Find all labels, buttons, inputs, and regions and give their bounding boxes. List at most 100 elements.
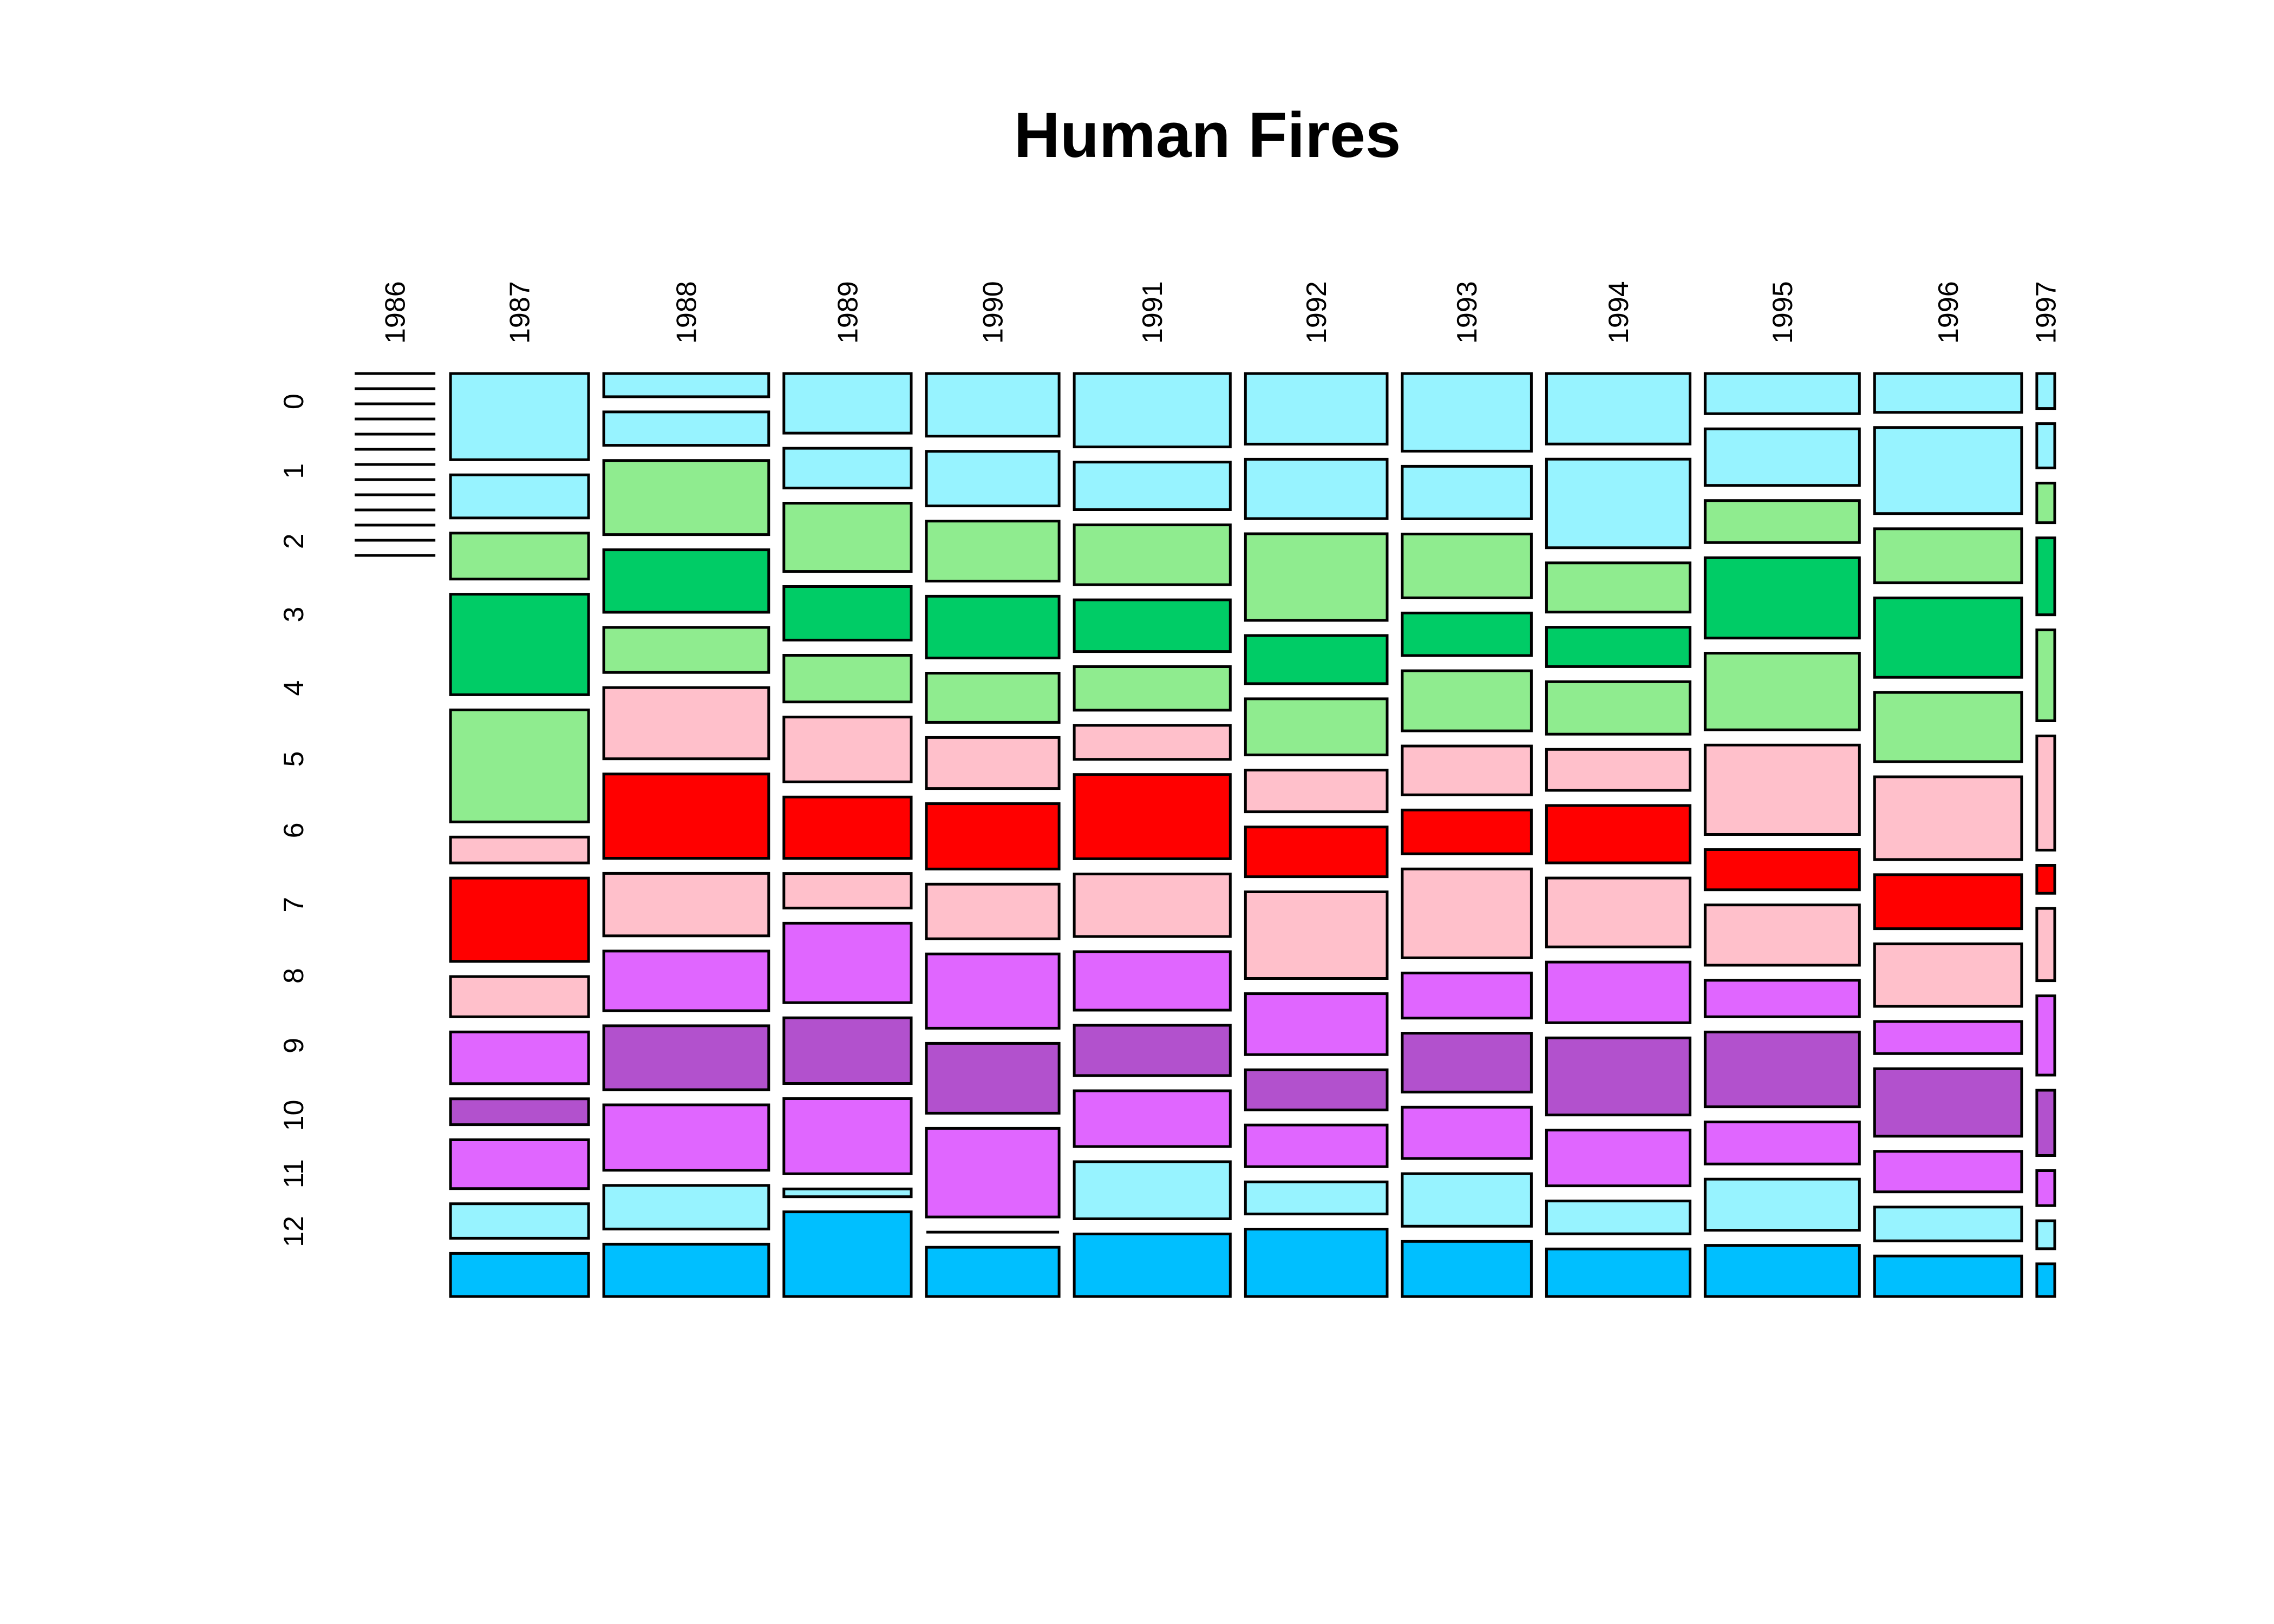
row-label-3: 3 <box>278 607 310 623</box>
tile-1997-6 <box>2035 864 2056 895</box>
tile-1991-8 <box>1073 950 1232 1012</box>
tile-1996-10 <box>1873 1150 2023 1194</box>
column-label-1990: 1990 <box>978 281 1009 344</box>
tile-1991-5 <box>1073 724 1232 761</box>
tile-1992-10 <box>1244 1123 1389 1168</box>
tile-1989-0 <box>782 372 913 435</box>
row-label-4: 4 <box>278 680 310 696</box>
tile-1990-7 <box>925 882 1061 940</box>
tile-1997-12 <box>2035 1262 2056 1298</box>
tile-1988-12 <box>602 1242 770 1298</box>
mosaic-tiles <box>355 372 2056 1298</box>
tile-1994-11 <box>1545 1200 1691 1235</box>
tile-1991-1 <box>1073 461 1232 511</box>
tile-1991-7 <box>1073 873 1232 938</box>
tile-1989-4 <box>782 654 913 704</box>
tile-1987-12 <box>449 1252 590 1298</box>
tile-1993-8 <box>1401 971 1533 1020</box>
tile-1988-9 <box>602 1024 770 1091</box>
tile-1994-8 <box>1545 960 1691 1024</box>
chart-title: Human Fires <box>1014 100 1401 171</box>
tile-1987-11 <box>449 1202 590 1240</box>
tile-1992-0 <box>1244 372 1389 446</box>
tile-1990-8 <box>925 952 1061 1030</box>
row-label-2: 2 <box>278 533 310 549</box>
tile-1987-1 <box>449 473 590 520</box>
tile-1987-7 <box>449 975 590 1018</box>
tile-1994-9 <box>1545 1036 1691 1117</box>
tile-1989-12 <box>782 1210 913 1298</box>
tile-1989-6 <box>782 795 913 860</box>
tile-1992-1 <box>1244 457 1389 520</box>
tile-1989-9 <box>782 1016 913 1085</box>
tile-1994-5 <box>1545 748 1691 792</box>
tile-1993-9 <box>1401 1032 1533 1093</box>
tile-1992-3 <box>1244 634 1389 685</box>
tile-1989-1 <box>782 447 913 489</box>
tile-1994-1 <box>1545 457 1691 549</box>
tile-1997-0 <box>2035 372 2056 410</box>
row-label-9: 9 <box>278 1038 310 1053</box>
tile-1991-3 <box>1073 598 1232 653</box>
tile-1992-7 <box>1244 890 1389 980</box>
tile-1994-4 <box>1545 680 1691 736</box>
tile-1992-5 <box>1244 769 1389 814</box>
tile-1989-11 <box>782 1187 913 1199</box>
tile-1996-1 <box>1873 426 2023 515</box>
tile-1996-8 <box>1873 1020 2023 1055</box>
tile-1997-10 <box>2035 1169 2056 1207</box>
tile-1990-3 <box>925 594 1061 660</box>
column-label-1995: 1995 <box>1767 281 1799 344</box>
tile-1997-2 <box>2035 481 2056 525</box>
tile-1990-10 <box>925 1127 1061 1219</box>
tile-1996-6 <box>1873 873 2023 931</box>
tile-1995-3 <box>1703 556 1861 640</box>
tile-1995-6 <box>1703 848 1861 892</box>
tile-1993-0 <box>1401 372 1533 453</box>
tile-1990-5 <box>925 736 1061 790</box>
tile-1996-2 <box>1873 527 2023 585</box>
row-label-10: 10 <box>278 1100 310 1131</box>
tile-1997-5 <box>2035 735 2056 852</box>
column-label-1989: 1989 <box>832 281 864 344</box>
column-label-1993: 1993 <box>1452 281 1483 344</box>
tile-1989-7 <box>782 872 913 909</box>
column-label-1992: 1992 <box>1301 281 1332 344</box>
tile-1996-7 <box>1873 942 2023 1008</box>
tile-1991-4 <box>1073 665 1232 712</box>
tile-1997-3 <box>2035 536 2056 617</box>
tile-1992-11 <box>1244 1180 1389 1216</box>
tile-1994-12 <box>1545 1247 1691 1298</box>
tile-1989-5 <box>782 716 913 783</box>
tile-1996-12 <box>1873 1254 2023 1298</box>
column-label-1996: 1996 <box>1933 281 1964 344</box>
tile-1993-5 <box>1401 744 1533 796</box>
tile-1995-12 <box>1703 1244 1861 1298</box>
tile-1987-2 <box>449 532 590 581</box>
tile-1991-0 <box>1073 372 1232 449</box>
tile-1987-9 <box>449 1097 590 1127</box>
row-label-6: 6 <box>278 822 310 838</box>
tile-1991-12 <box>1073 1233 1232 1298</box>
tile-1988-5 <box>602 686 770 761</box>
tile-1990-12 <box>925 1246 1061 1298</box>
column-label-1987: 1987 <box>505 281 536 344</box>
tile-1988-10 <box>602 1103 770 1172</box>
tile-1995-9 <box>1703 1030 1861 1109</box>
tile-1993-11 <box>1401 1172 1533 1228</box>
tile-1993-7 <box>1401 867 1533 959</box>
tile-1995-5 <box>1703 743 1861 836</box>
tile-1995-2 <box>1703 499 1861 544</box>
tile-1988-8 <box>602 949 770 1012</box>
tile-1997-1 <box>2035 422 2056 469</box>
tile-1995-1 <box>1703 427 1861 487</box>
tile-1994-10 <box>1545 1129 1691 1188</box>
tile-1994-2 <box>1545 561 1691 614</box>
tile-1990-9 <box>925 1042 1061 1115</box>
tile-1992-9 <box>1244 1068 1389 1111</box>
tile-1992-8 <box>1244 992 1389 1056</box>
tile-1995-7 <box>1703 903 1861 967</box>
column-labels: 1986 1987 1988 1989 1990 1991 1992 1993 1994 1995… <box>380 281 2062 344</box>
